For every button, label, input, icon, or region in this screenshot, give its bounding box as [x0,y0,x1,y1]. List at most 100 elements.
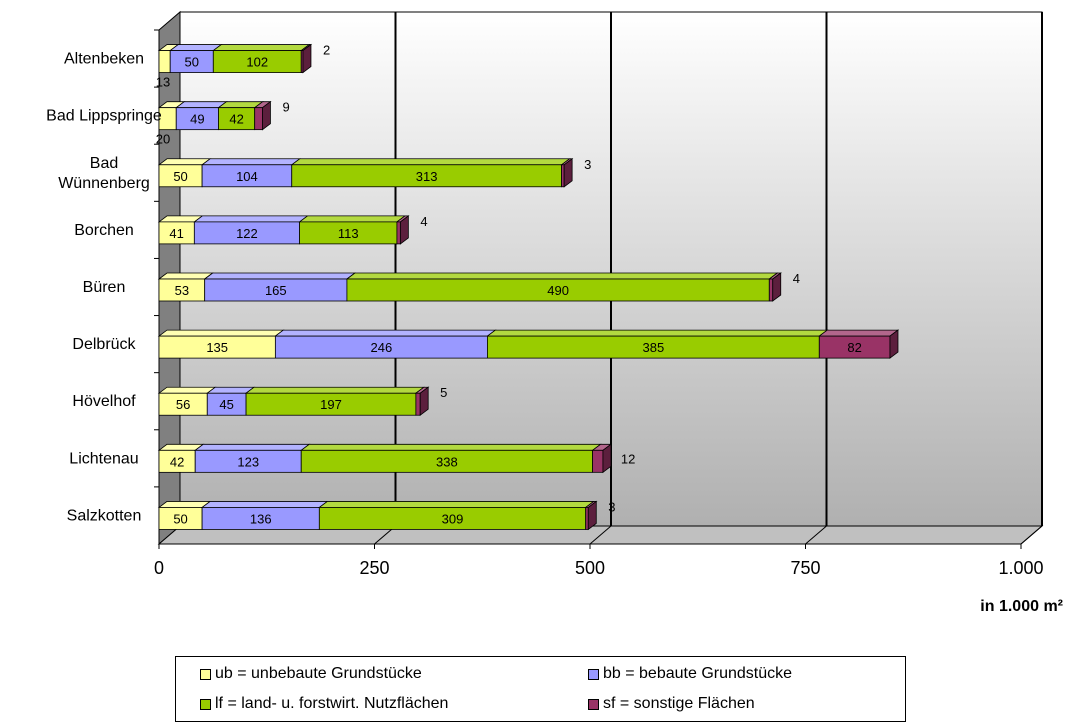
data-label-5-0: 135 [206,340,228,355]
bar-top-5-1 [274,329,497,337]
bar-top-8-0 [157,501,212,508]
data-label-4-1: 165 [265,283,287,298]
data-label-2-1: 104 [236,169,258,184]
data-label-8-2: 309 [442,511,464,526]
data-label-6-0: 56 [176,397,190,412]
bar-top-7-1 [194,443,311,451]
data-label-1-1: 49 [190,112,204,127]
bar-top-0-2 [212,44,311,51]
data-label-6-1: 45 [219,397,233,412]
category-label-1: Bad Lippspringe [46,108,162,125]
data-label-7-2: 338 [436,454,458,469]
legend-label-sf: sf = sonstige Flächen [603,695,755,712]
data-label-3-1: 122 [236,226,258,241]
bar-top-8-1 [200,501,329,508]
data-label-2-0: 50 [173,169,187,184]
bar-7-3 [592,449,604,473]
bar-side-7 [602,443,612,474]
data-label-0-3: 2 [323,43,330,58]
bar-side-8 [587,500,597,531]
bar-top-3-1 [193,215,309,223]
gridline-floor-3 [805,525,827,545]
data-label-6-2: 197 [320,397,342,412]
category-label-6: Hövelhof [72,393,136,410]
data-label-0-0: 13 [156,75,170,90]
category-label-3: Borchen [74,222,134,239]
data-label-5-1: 246 [371,340,393,355]
category-label-0: Altenbeken [64,51,144,68]
bar-top-5-2 [486,329,829,337]
legend-swatch-ub [200,668,211,680]
bar-side-4 [772,272,782,302]
data-label-8-3: 3 [608,499,615,514]
x-tick-label-4: 1.000 [998,558,1043,578]
data-label-3-3: 4 [420,214,427,229]
legend-swatch-sf [588,698,599,710]
data-label-0-2: 102 [246,55,268,70]
data-label-4-2: 490 [547,283,569,298]
bar-side-1 [262,100,271,131]
bar-side-0 [302,43,312,74]
legend-label-ub: ub = unbebaute Grundstücke [215,665,422,682]
bar-top-4-0 [157,272,214,280]
category-label-8: Salzkotten [67,507,142,524]
data-label-8-1: 136 [250,511,272,526]
bar-top-5-3 [818,329,900,337]
gridline-floor-4 [1020,525,1043,545]
legend-item-bb: bb = bebaute Grundstücke [588,665,792,683]
data-label-3-0: 41 [169,226,183,241]
data-label-0-1: 50 [185,55,199,70]
data-label-4-0: 53 [175,283,189,298]
bar-0-0 [158,50,171,73]
x-axis-unit-label: in 1.000 m² [980,598,1063,615]
category-label-7: Lichtenau [69,450,138,467]
bar-side-6 [419,386,429,417]
category-label-2-0: Bad [90,155,118,172]
data-label-4-3: 4 [793,271,800,286]
bar-side-2 [563,157,573,188]
legend-label-lf: lf = land- u. forstwirt. Nutzflächen [215,695,449,712]
data-label-2-2: 313 [416,169,438,184]
bar-top-2-0 [157,158,212,166]
bar-top-2-1 [200,158,301,166]
bar-top-1-1 [175,101,228,109]
legend-swatch-lf [200,698,211,710]
data-label-5-3: 82 [847,340,861,355]
bar-top-3-2 [298,215,407,223]
bar-top-8-2 [318,501,595,508]
legend-item-sf: sf = sonstige Flächen [588,695,755,713]
category-label-2-1: Wünnenberg [58,175,150,192]
data-label-6-3: 5 [440,385,447,400]
bar-top-6-0 [157,386,217,394]
x-tick-label-2: 500 [575,558,605,578]
x-tick-label-1: 250 [359,558,389,578]
data-label-1-0: 20 [156,132,170,147]
data-label-1-2: 42 [229,112,243,127]
bar-top-4-2 [345,272,779,280]
data-label-2-3: 3 [584,157,591,172]
data-label-1-3: 9 [282,100,289,115]
bar-top-4-1 [203,272,357,280]
bar-top-0-1 [169,44,223,51]
bar-4-3 [768,278,774,302]
data-label-5-2: 385 [643,340,665,355]
bar-1-3 [254,107,263,131]
legend: ub = unbebaute Grundstücke bb = bebaute … [175,656,906,722]
category-label-5: Delbrück [72,336,136,353]
bar-top-5-0 [157,329,285,337]
bar-side-3 [399,215,409,245]
bar-side-5 [889,329,899,359]
data-label-7-1: 123 [237,454,259,469]
bar-top-7-2 [300,443,602,451]
data-label-3-2: 113 [338,226,359,241]
gridline-floor-2 [589,525,612,545]
legend-label-bb: bb = bebaute Grundstücke [603,665,793,682]
x-tick-label-0: 0 [154,558,164,578]
x-tick-label-3: 750 [790,558,820,578]
legend-item-lf: lf = land- u. forstwirt. Nutzflächen [200,695,448,713]
category-label-4: Büren [83,279,126,296]
data-label-7-3: 12 [621,451,635,466]
bar-3-3 [396,221,401,245]
data-label-7-0: 42 [170,454,184,469]
